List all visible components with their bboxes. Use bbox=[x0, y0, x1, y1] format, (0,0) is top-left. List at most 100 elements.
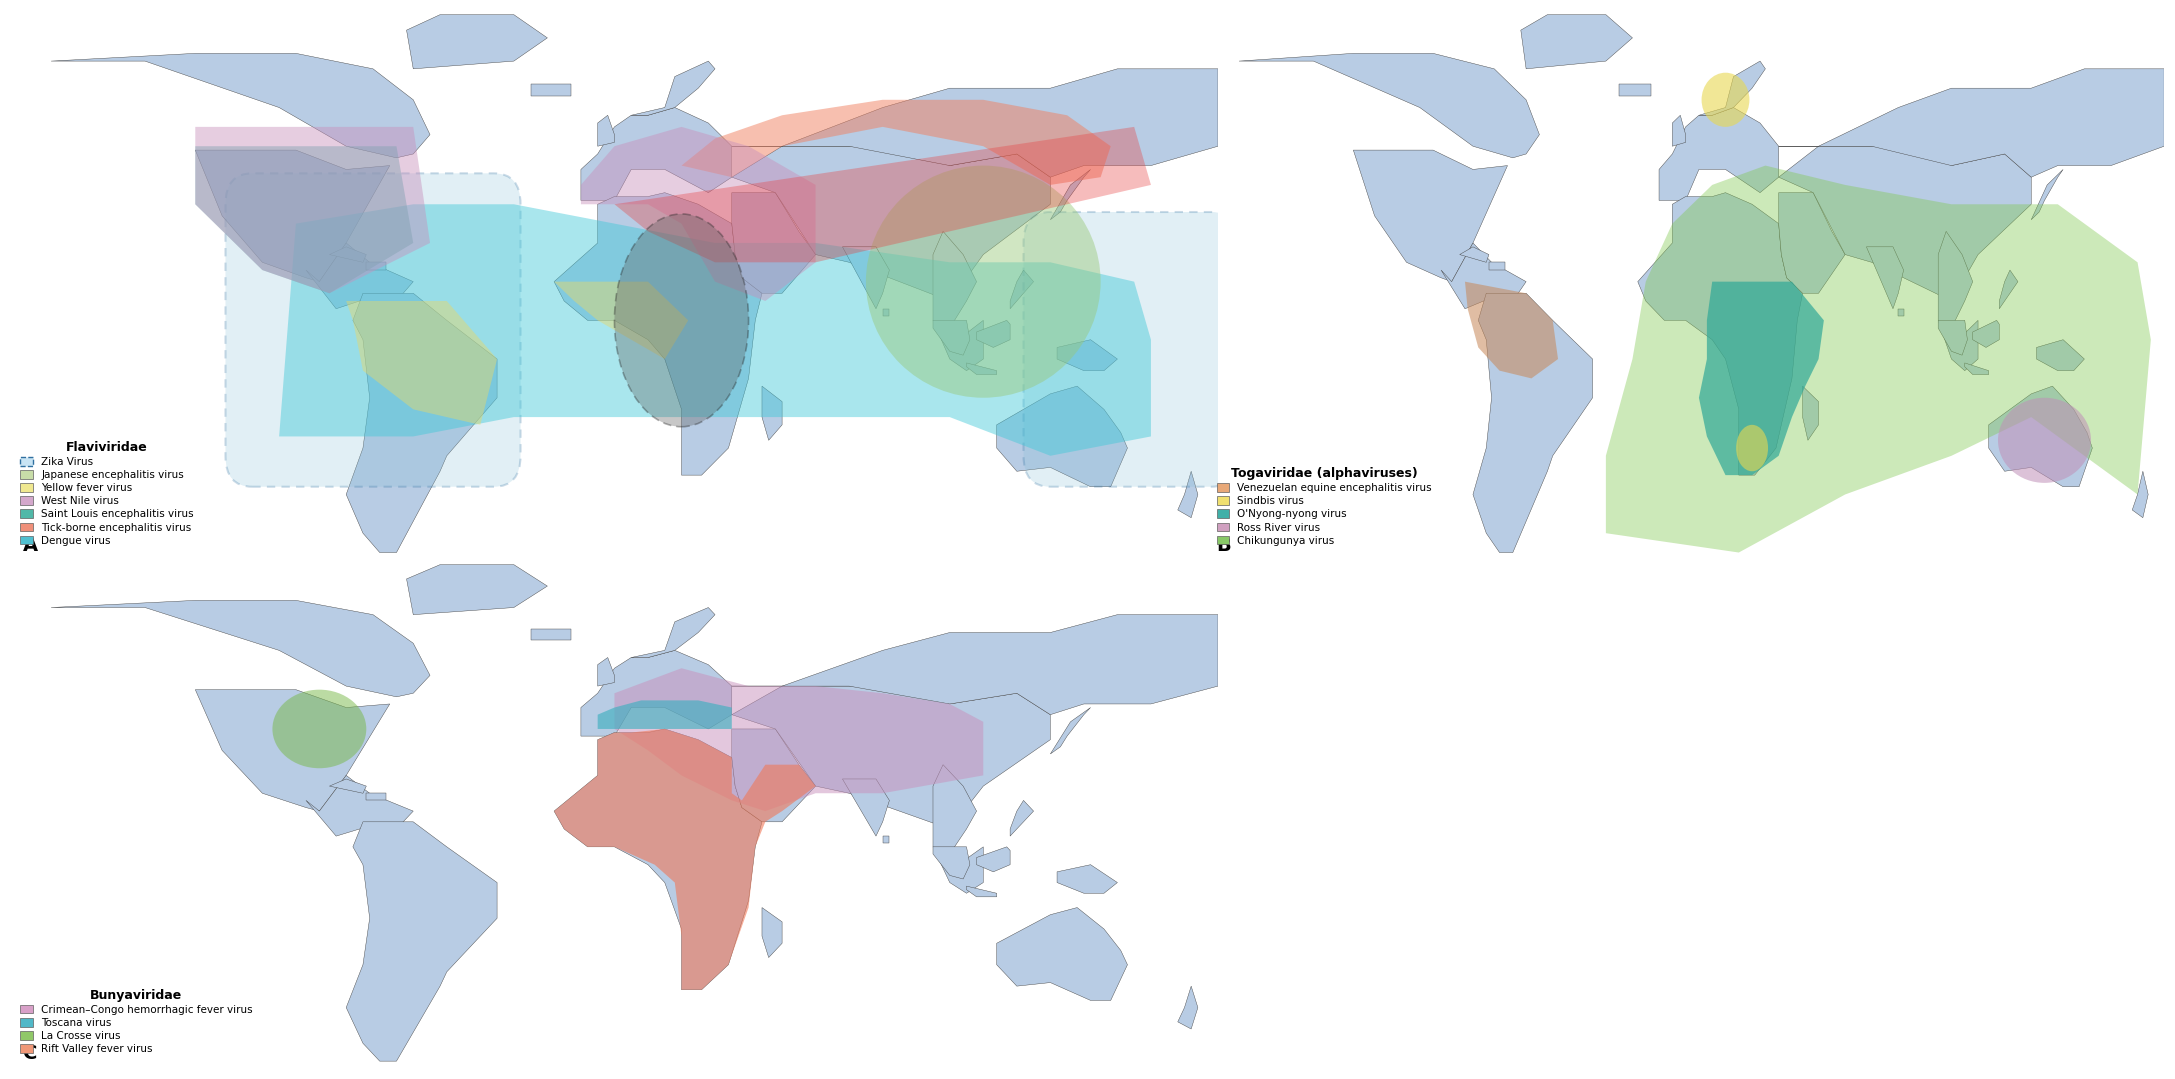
Polygon shape bbox=[2036, 340, 2084, 371]
Legend: Venezuelan equine encephalitis virus, Sindbis virus, O'Nyong-nyong virus, Ross R: Venezuelan equine encephalitis virus, Si… bbox=[1211, 463, 1436, 550]
Polygon shape bbox=[531, 629, 570, 640]
Polygon shape bbox=[966, 363, 996, 374]
Polygon shape bbox=[731, 69, 1218, 177]
Polygon shape bbox=[1999, 270, 2018, 309]
Polygon shape bbox=[278, 204, 1151, 455]
Polygon shape bbox=[346, 301, 498, 425]
Polygon shape bbox=[1973, 320, 1999, 347]
Polygon shape bbox=[581, 127, 816, 301]
Polygon shape bbox=[196, 689, 389, 811]
Polygon shape bbox=[681, 99, 1111, 185]
Polygon shape bbox=[1442, 243, 1527, 309]
Polygon shape bbox=[933, 231, 983, 371]
Polygon shape bbox=[598, 657, 616, 686]
Ellipse shape bbox=[1701, 72, 1749, 127]
Polygon shape bbox=[1699, 62, 1766, 115]
Polygon shape bbox=[1051, 708, 1090, 754]
Polygon shape bbox=[731, 193, 816, 293]
FancyBboxPatch shape bbox=[1024, 211, 1238, 487]
Polygon shape bbox=[531, 84, 570, 96]
Polygon shape bbox=[1618, 84, 1651, 96]
Polygon shape bbox=[581, 108, 731, 201]
Polygon shape bbox=[761, 386, 783, 440]
Polygon shape bbox=[196, 150, 389, 282]
Polygon shape bbox=[731, 147, 1051, 301]
Ellipse shape bbox=[866, 165, 1101, 398]
Ellipse shape bbox=[1999, 398, 2090, 483]
Polygon shape bbox=[50, 53, 431, 158]
Polygon shape bbox=[731, 615, 1218, 714]
Polygon shape bbox=[1673, 115, 1686, 147]
Polygon shape bbox=[933, 320, 970, 355]
Polygon shape bbox=[346, 822, 498, 1061]
Polygon shape bbox=[1660, 108, 1779, 201]
Legend: Crimean–Congo hemorrhagic fever virus, Toscana virus, La Crosse virus, Rift Vall: Crimean–Congo hemorrhagic fever virus, T… bbox=[15, 984, 257, 1058]
FancyBboxPatch shape bbox=[226, 174, 520, 487]
Polygon shape bbox=[1009, 270, 1033, 309]
Ellipse shape bbox=[616, 214, 748, 427]
Ellipse shape bbox=[1736, 425, 1768, 472]
Polygon shape bbox=[933, 765, 983, 893]
Polygon shape bbox=[555, 729, 761, 989]
Polygon shape bbox=[1866, 247, 1903, 309]
Polygon shape bbox=[50, 600, 431, 697]
Polygon shape bbox=[1938, 231, 1977, 371]
Polygon shape bbox=[328, 247, 365, 262]
Polygon shape bbox=[842, 247, 890, 309]
Ellipse shape bbox=[272, 689, 365, 768]
Polygon shape bbox=[1779, 69, 2164, 177]
Text: A: A bbox=[24, 536, 39, 555]
Polygon shape bbox=[977, 320, 1009, 347]
Polygon shape bbox=[1699, 282, 1825, 475]
Polygon shape bbox=[581, 651, 731, 736]
Polygon shape bbox=[1179, 986, 1198, 1029]
Polygon shape bbox=[346, 293, 498, 552]
Text: C: C bbox=[24, 1044, 37, 1064]
Text: B: B bbox=[1216, 536, 1231, 555]
Polygon shape bbox=[1638, 193, 1803, 475]
Polygon shape bbox=[196, 147, 413, 293]
Polygon shape bbox=[365, 793, 387, 801]
Polygon shape bbox=[996, 907, 1127, 1000]
Polygon shape bbox=[1009, 801, 1033, 836]
Polygon shape bbox=[1899, 309, 1903, 316]
Polygon shape bbox=[2031, 169, 2064, 220]
Polygon shape bbox=[598, 115, 616, 147]
Polygon shape bbox=[407, 564, 548, 615]
Polygon shape bbox=[977, 847, 1009, 872]
Polygon shape bbox=[196, 127, 431, 293]
Polygon shape bbox=[1803, 386, 1818, 440]
Polygon shape bbox=[1459, 247, 1490, 262]
Legend: Zika Virus, Japanese encephalitis virus, Yellow fever virus, West Nile virus, Sa: Zika Virus, Japanese encephalitis virus,… bbox=[15, 437, 198, 550]
Polygon shape bbox=[933, 847, 970, 879]
Polygon shape bbox=[1057, 864, 1118, 893]
Polygon shape bbox=[616, 127, 1151, 262]
Polygon shape bbox=[1490, 262, 1505, 270]
Polygon shape bbox=[631, 62, 716, 115]
Polygon shape bbox=[1779, 147, 2031, 301]
Polygon shape bbox=[1520, 15, 1633, 69]
Polygon shape bbox=[731, 729, 816, 822]
Polygon shape bbox=[1938, 320, 1968, 355]
Polygon shape bbox=[555, 729, 816, 989]
Polygon shape bbox=[1051, 169, 1090, 220]
Polygon shape bbox=[1466, 282, 1557, 379]
Polygon shape bbox=[1964, 363, 1988, 374]
Polygon shape bbox=[555, 282, 687, 359]
Polygon shape bbox=[307, 776, 413, 836]
Polygon shape bbox=[1240, 53, 1540, 158]
Polygon shape bbox=[307, 243, 413, 309]
Polygon shape bbox=[1605, 165, 2151, 552]
Polygon shape bbox=[996, 386, 1127, 487]
Polygon shape bbox=[1179, 472, 1198, 518]
Polygon shape bbox=[1353, 150, 1507, 282]
Polygon shape bbox=[731, 686, 1051, 829]
Polygon shape bbox=[616, 668, 983, 811]
Polygon shape bbox=[1057, 340, 1118, 371]
Polygon shape bbox=[966, 886, 996, 897]
Polygon shape bbox=[407, 15, 548, 69]
Polygon shape bbox=[555, 193, 761, 475]
Polygon shape bbox=[1988, 386, 2092, 487]
Polygon shape bbox=[365, 262, 387, 270]
Polygon shape bbox=[761, 907, 783, 957]
